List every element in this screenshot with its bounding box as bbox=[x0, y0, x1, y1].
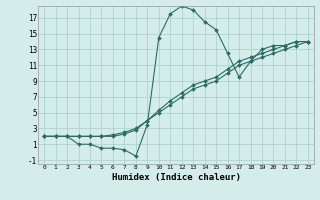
X-axis label: Humidex (Indice chaleur): Humidex (Indice chaleur) bbox=[111, 173, 241, 182]
